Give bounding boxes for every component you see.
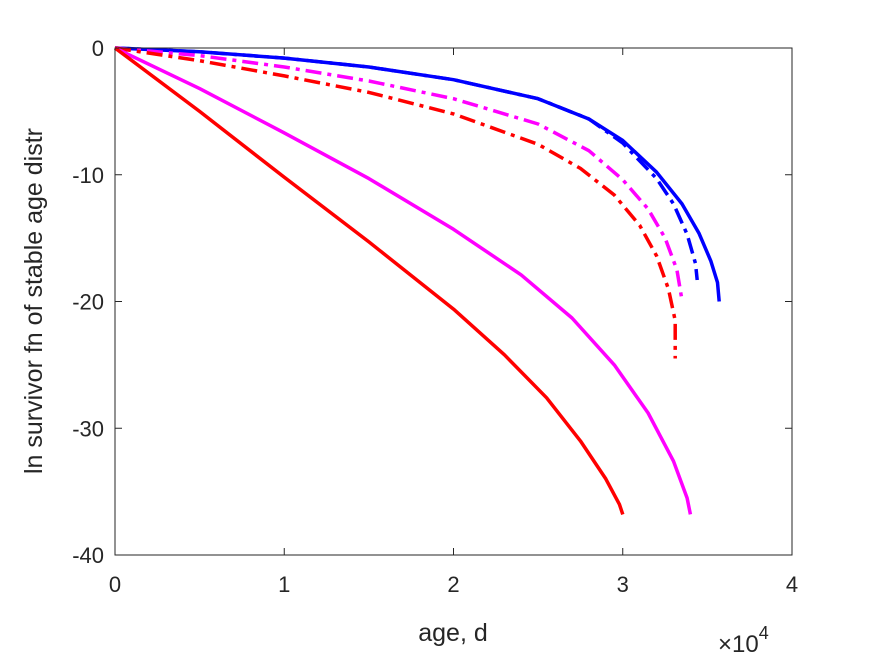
x-axis: 0 1 2 3 4 xyxy=(109,48,798,597)
series-line-2 xyxy=(114,46,699,281)
x-tick-label: 3 xyxy=(617,572,629,597)
series-layer xyxy=(113,46,721,515)
y-tick-label: -40 xyxy=(72,543,104,568)
y-axis-label: ln survivor fn of stable age distr xyxy=(20,128,48,474)
y-tick-label: -10 xyxy=(72,163,104,188)
x-exponent-label: ×104 xyxy=(718,623,769,656)
y-tick-label: -30 xyxy=(72,416,104,441)
y-axis: 0 -10 -20 -30 -40 xyxy=(72,36,792,568)
x-exponent-power: 4 xyxy=(759,623,769,643)
y-tick-label: -20 xyxy=(72,290,104,315)
series-line-3 xyxy=(114,46,684,301)
series-line-5 xyxy=(114,46,693,515)
x-tick-label: 2 xyxy=(447,572,459,597)
series-line-6 xyxy=(113,46,625,515)
x-tick-label: 1 xyxy=(278,572,290,597)
x-tick-label: 0 xyxy=(109,572,121,597)
x-exponent-base: ×10 xyxy=(718,631,759,656)
x-axis-label: age, d xyxy=(418,619,488,647)
series-line-4 xyxy=(114,46,677,359)
x-tick-label: 4 xyxy=(786,572,798,597)
y-tick-label: 0 xyxy=(92,36,104,61)
